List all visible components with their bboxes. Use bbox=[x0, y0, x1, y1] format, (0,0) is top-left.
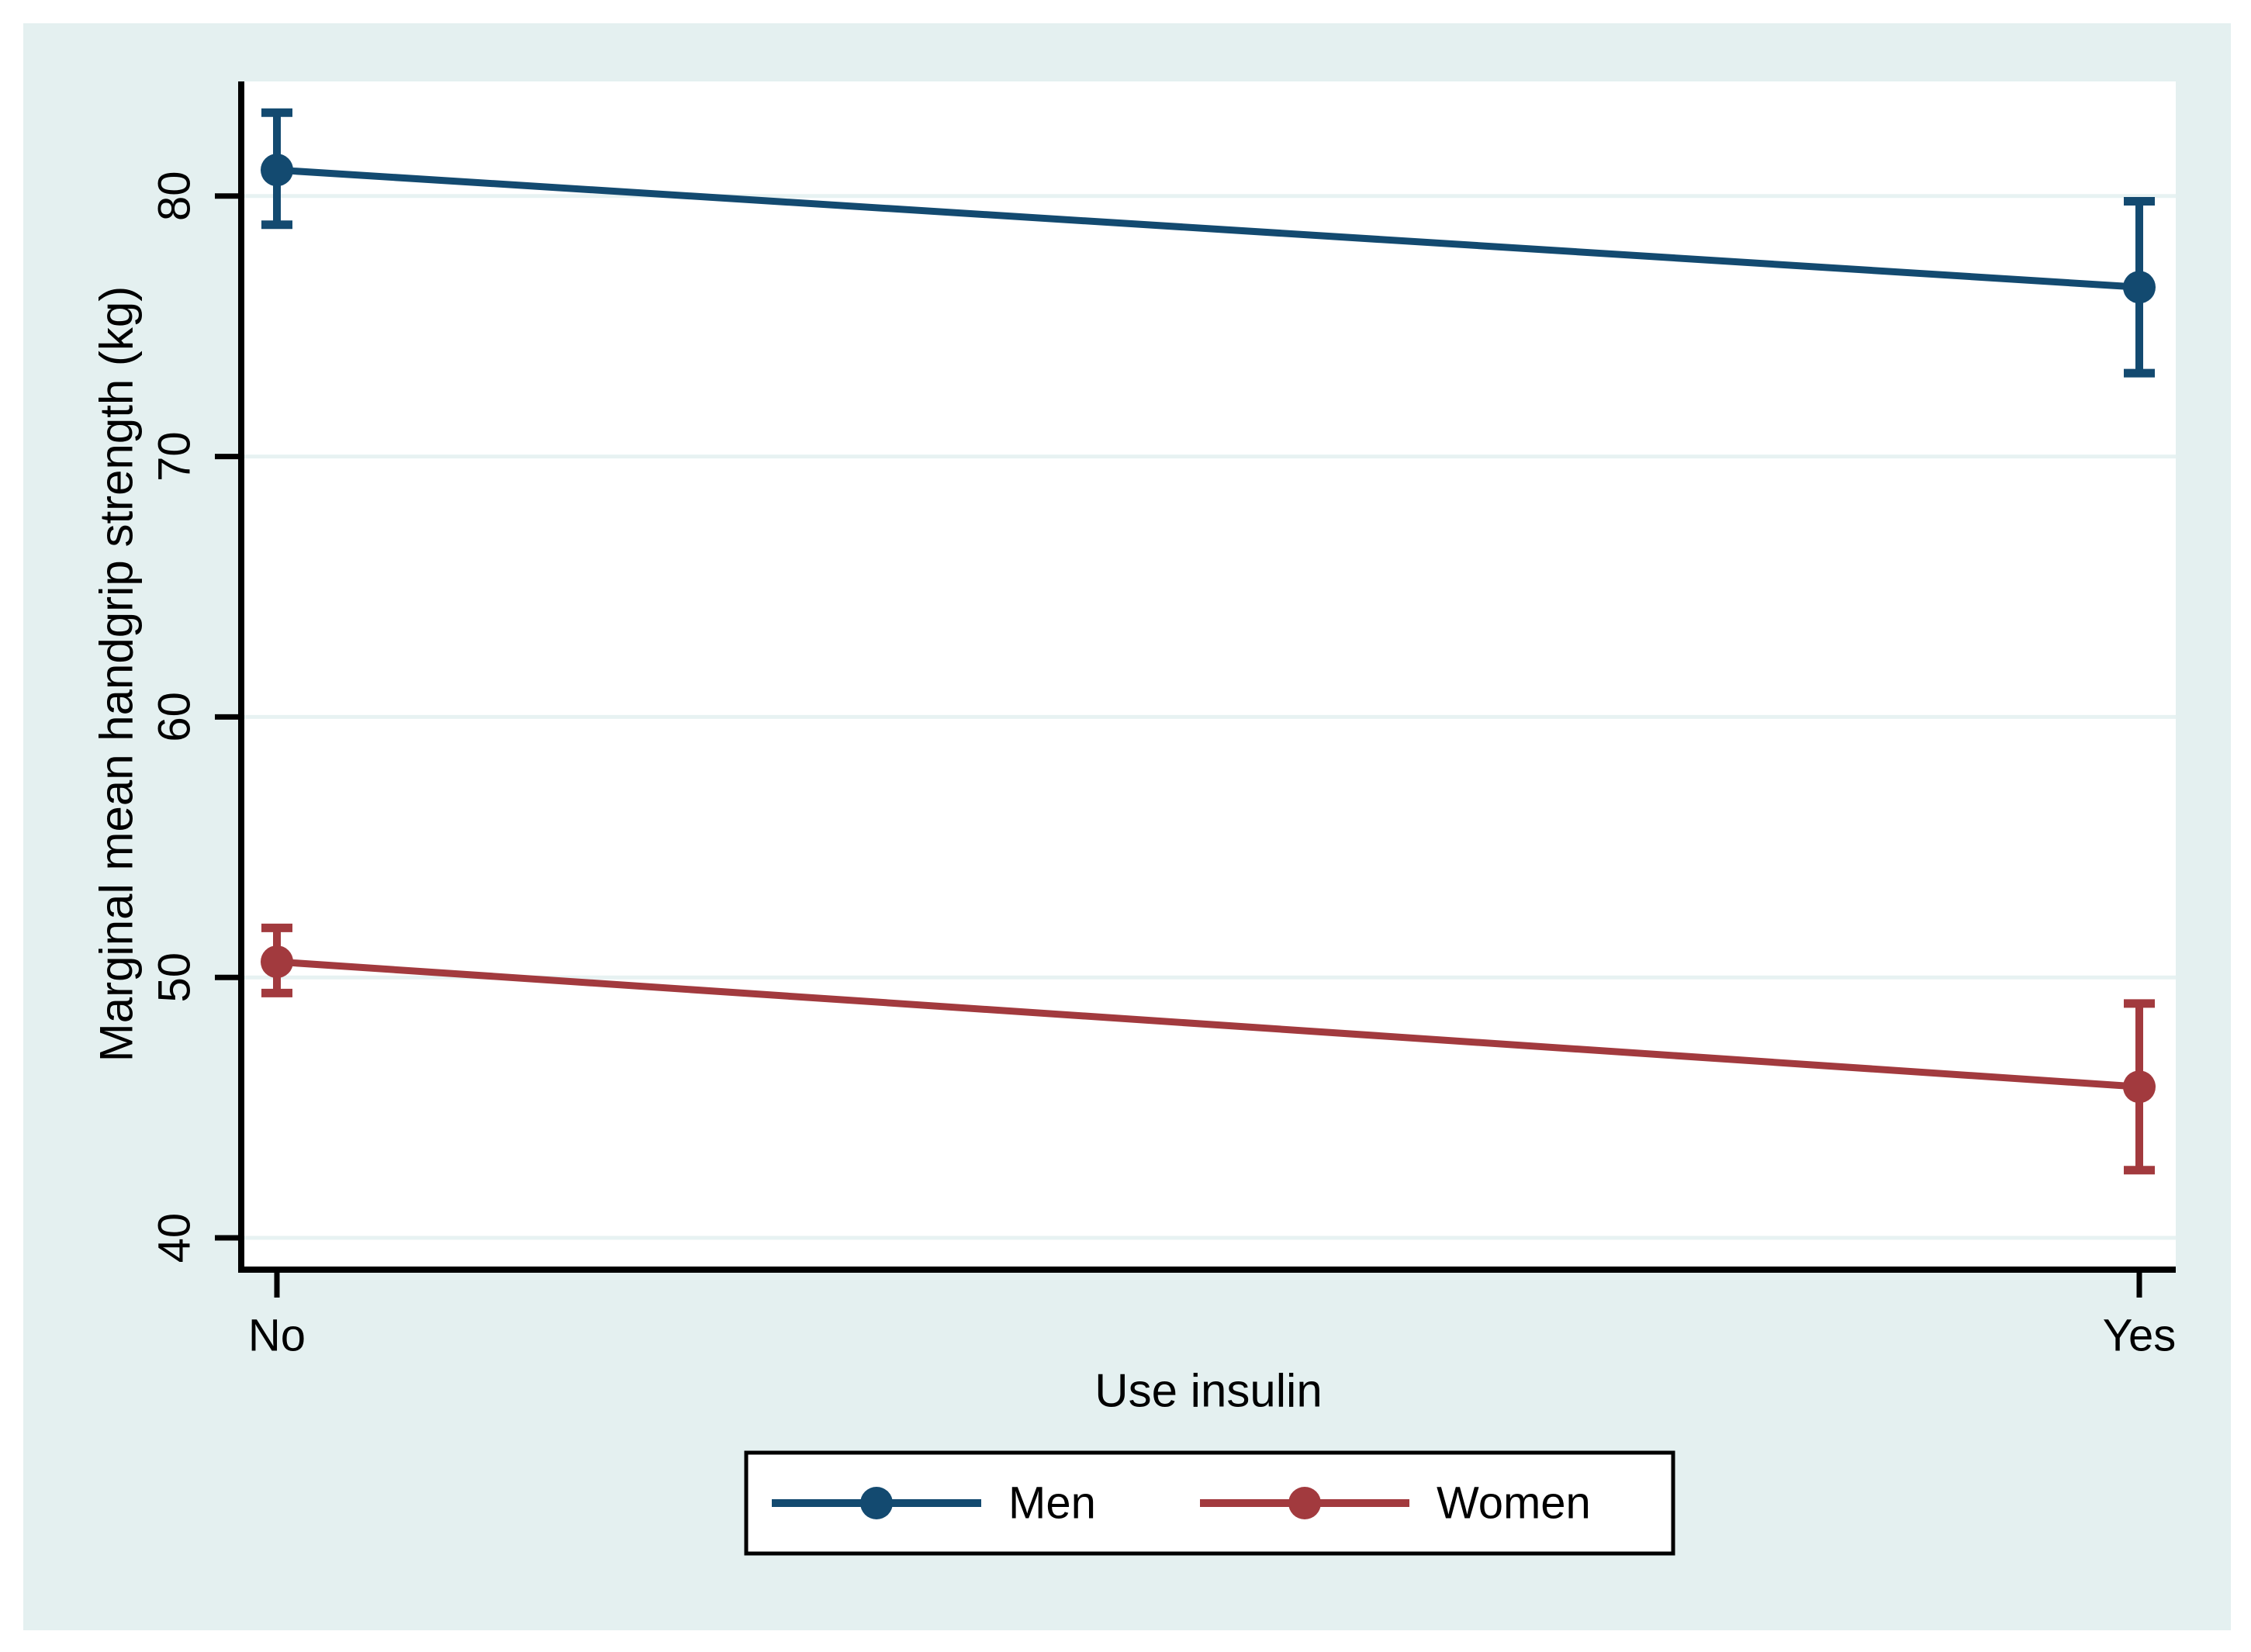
legend-marker-men bbox=[860, 1487, 893, 1519]
y-tick-label-80: 80 bbox=[150, 171, 200, 222]
y-tick-label-40: 40 bbox=[150, 1213, 200, 1263]
legend-marker-women bbox=[1288, 1487, 1321, 1519]
legend-label-men: Men bbox=[1008, 1478, 1096, 1529]
x-tick-label-yes: Yes bbox=[2103, 1311, 2177, 1361]
plot-region-background bbox=[244, 81, 2176, 1267]
y-tick-label-70: 70 bbox=[150, 431, 200, 482]
y-axis-title: Marginal mean handgrip strength (kg) bbox=[91, 286, 143, 1063]
y-tick-labels-layer: 40 50 60 70 80 bbox=[150, 171, 200, 1263]
y-ticks-layer bbox=[215, 193, 241, 1241]
x-tick-label-no: No bbox=[248, 1311, 306, 1361]
series-line-men bbox=[276, 166, 2140, 291]
marker-men-yes bbox=[2123, 271, 2156, 304]
y-tick-label-50: 50 bbox=[150, 952, 200, 1003]
legend-label-women: Women bbox=[1437, 1478, 1591, 1529]
marker-men-no bbox=[261, 154, 293, 187]
marker-women-yes bbox=[2123, 1070, 2156, 1104]
series-line-women bbox=[276, 958, 2140, 1090]
series-layer bbox=[261, 108, 2156, 1175]
y-tick-label-60: 60 bbox=[150, 692, 200, 742]
x-axis-title: Use insulin bbox=[1094, 1365, 1322, 1417]
legend: Men Women bbox=[744, 1450, 1675, 1556]
marker-women-no bbox=[261, 945, 293, 979]
gridlines-layer bbox=[244, 194, 2176, 1240]
